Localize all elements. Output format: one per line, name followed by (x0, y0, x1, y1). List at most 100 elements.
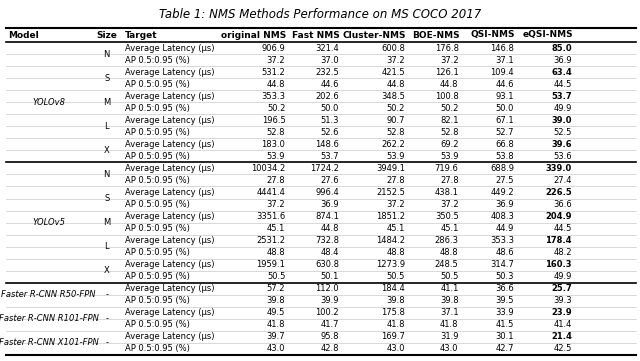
Text: 37.2: 37.2 (267, 200, 285, 209)
Text: 27.8: 27.8 (440, 176, 459, 185)
Text: S: S (104, 194, 109, 203)
Text: Table 1: NMS Methods Performance on MS COCO 2017: Table 1: NMS Methods Performance on MS C… (159, 8, 481, 21)
Text: 39.8: 39.8 (267, 296, 285, 305)
Text: 41.1: 41.1 (440, 284, 459, 293)
Text: X: X (104, 146, 109, 155)
Text: 30.1: 30.1 (495, 332, 514, 342)
Text: 175.8: 175.8 (381, 308, 405, 317)
Text: 50.2: 50.2 (387, 104, 405, 113)
Text: 53.9: 53.9 (440, 152, 459, 161)
Text: AP 0.5:0.95 (%): AP 0.5:0.95 (%) (125, 248, 189, 257)
Text: 52.8: 52.8 (387, 128, 405, 137)
Text: AP 0.5:0.95 (%): AP 0.5:0.95 (%) (125, 56, 189, 65)
Text: 57.2: 57.2 (267, 284, 285, 293)
Text: AP 0.5:0.95 (%): AP 0.5:0.95 (%) (125, 272, 189, 281)
Text: M: M (103, 218, 111, 227)
Text: Average Latency (μs): Average Latency (μs) (125, 284, 214, 293)
Text: Average Latency (μs): Average Latency (μs) (125, 212, 214, 221)
Text: 45.1: 45.1 (267, 224, 285, 233)
Text: 4441.4: 4441.4 (257, 188, 285, 197)
Text: 438.1: 438.1 (435, 188, 459, 197)
Text: 37.2: 37.2 (387, 200, 405, 209)
Text: 53.7: 53.7 (320, 152, 339, 161)
Text: L: L (104, 242, 109, 251)
Text: 48.8: 48.8 (387, 248, 405, 257)
Text: 45.1: 45.1 (440, 224, 459, 233)
Text: 43.0: 43.0 (440, 344, 459, 353)
Text: 42.5: 42.5 (554, 344, 572, 353)
Text: 226.5: 226.5 (545, 188, 572, 197)
Text: YOLOv5: YOLOv5 (32, 218, 65, 227)
Text: 39.0: 39.0 (552, 116, 572, 125)
Text: 874.1: 874.1 (315, 212, 339, 221)
Text: 27.4: 27.4 (554, 176, 572, 185)
Text: 49.5: 49.5 (267, 308, 285, 317)
Text: Average Latency (μs): Average Latency (μs) (125, 92, 214, 101)
Text: 39.6: 39.6 (552, 140, 572, 149)
Text: Size: Size (97, 30, 117, 39)
Text: 1484.2: 1484.2 (376, 236, 405, 245)
Text: 10034.2: 10034.2 (251, 164, 285, 173)
Text: 44.6: 44.6 (321, 80, 339, 89)
Text: 248.5: 248.5 (435, 260, 459, 269)
Text: 183.0: 183.0 (262, 140, 285, 149)
Text: -: - (106, 339, 108, 347)
Text: 27.8: 27.8 (387, 176, 405, 185)
Text: 67.1: 67.1 (495, 116, 514, 125)
Text: AP 0.5:0.95 (%): AP 0.5:0.95 (%) (125, 128, 189, 137)
Text: 44.9: 44.9 (495, 224, 514, 233)
Text: 37.1: 37.1 (495, 56, 514, 65)
Text: AP 0.5:0.95 (%): AP 0.5:0.95 (%) (125, 200, 189, 209)
Text: 43.0: 43.0 (387, 344, 405, 353)
Text: 204.9: 204.9 (545, 212, 572, 221)
Text: AP 0.5:0.95 (%): AP 0.5:0.95 (%) (125, 104, 189, 113)
Text: 37.2: 37.2 (440, 200, 459, 209)
Text: Average Latency (μs): Average Latency (μs) (125, 188, 214, 197)
Text: 69.2: 69.2 (440, 140, 459, 149)
Text: 63.4: 63.4 (551, 68, 572, 77)
Text: AP 0.5:0.95 (%): AP 0.5:0.95 (%) (125, 176, 189, 185)
Text: 449.2: 449.2 (490, 188, 514, 197)
Text: 95.8: 95.8 (321, 332, 339, 342)
Text: 31.9: 31.9 (440, 332, 459, 342)
Text: N: N (104, 170, 110, 179)
Text: Average Latency (μs): Average Latency (μs) (125, 332, 214, 342)
Text: 196.5: 196.5 (262, 116, 285, 125)
Text: M: M (103, 98, 111, 107)
Text: Average Latency (μs): Average Latency (μs) (125, 68, 214, 77)
Text: AP 0.5:0.95 (%): AP 0.5:0.95 (%) (125, 80, 189, 89)
Text: AP 0.5:0.95 (%): AP 0.5:0.95 (%) (125, 296, 189, 305)
Text: 82.1: 82.1 (440, 116, 459, 125)
Text: 44.8: 44.8 (440, 80, 459, 89)
Text: 1851.2: 1851.2 (376, 212, 405, 221)
Text: 39.3: 39.3 (554, 296, 572, 305)
Text: 50.2: 50.2 (440, 104, 459, 113)
Text: N: N (104, 49, 110, 58)
Text: 50.3: 50.3 (495, 272, 514, 281)
Text: AP 0.5:0.95 (%): AP 0.5:0.95 (%) (125, 224, 189, 233)
Text: 27.8: 27.8 (267, 176, 285, 185)
Text: 600.8: 600.8 (381, 44, 405, 52)
Text: 996.4: 996.4 (315, 188, 339, 197)
Text: 52.8: 52.8 (267, 128, 285, 137)
Text: 41.8: 41.8 (440, 321, 459, 329)
Text: 53.6: 53.6 (554, 152, 572, 161)
Text: 44.6: 44.6 (495, 80, 514, 89)
Text: 421.5: 421.5 (381, 68, 405, 77)
Text: 48.8: 48.8 (440, 248, 459, 257)
Text: Model: Model (8, 30, 39, 39)
Text: 42.8: 42.8 (321, 344, 339, 353)
Text: AP 0.5:0.95 (%): AP 0.5:0.95 (%) (125, 344, 189, 353)
Text: 25.7: 25.7 (551, 284, 572, 293)
Text: 176.8: 176.8 (435, 44, 459, 52)
Text: 348.5: 348.5 (381, 92, 405, 101)
Text: 48.6: 48.6 (495, 248, 514, 257)
Text: 126.1: 126.1 (435, 68, 459, 77)
Text: Average Latency (μs): Average Latency (μs) (125, 236, 214, 245)
Text: 109.4: 109.4 (490, 68, 514, 77)
Text: Average Latency (μs): Average Latency (μs) (125, 164, 214, 173)
Text: 50.5: 50.5 (440, 272, 459, 281)
Text: BOE-NMS: BOE-NMS (412, 30, 460, 39)
Text: 41.7: 41.7 (321, 321, 339, 329)
Text: 719.6: 719.6 (435, 164, 459, 173)
